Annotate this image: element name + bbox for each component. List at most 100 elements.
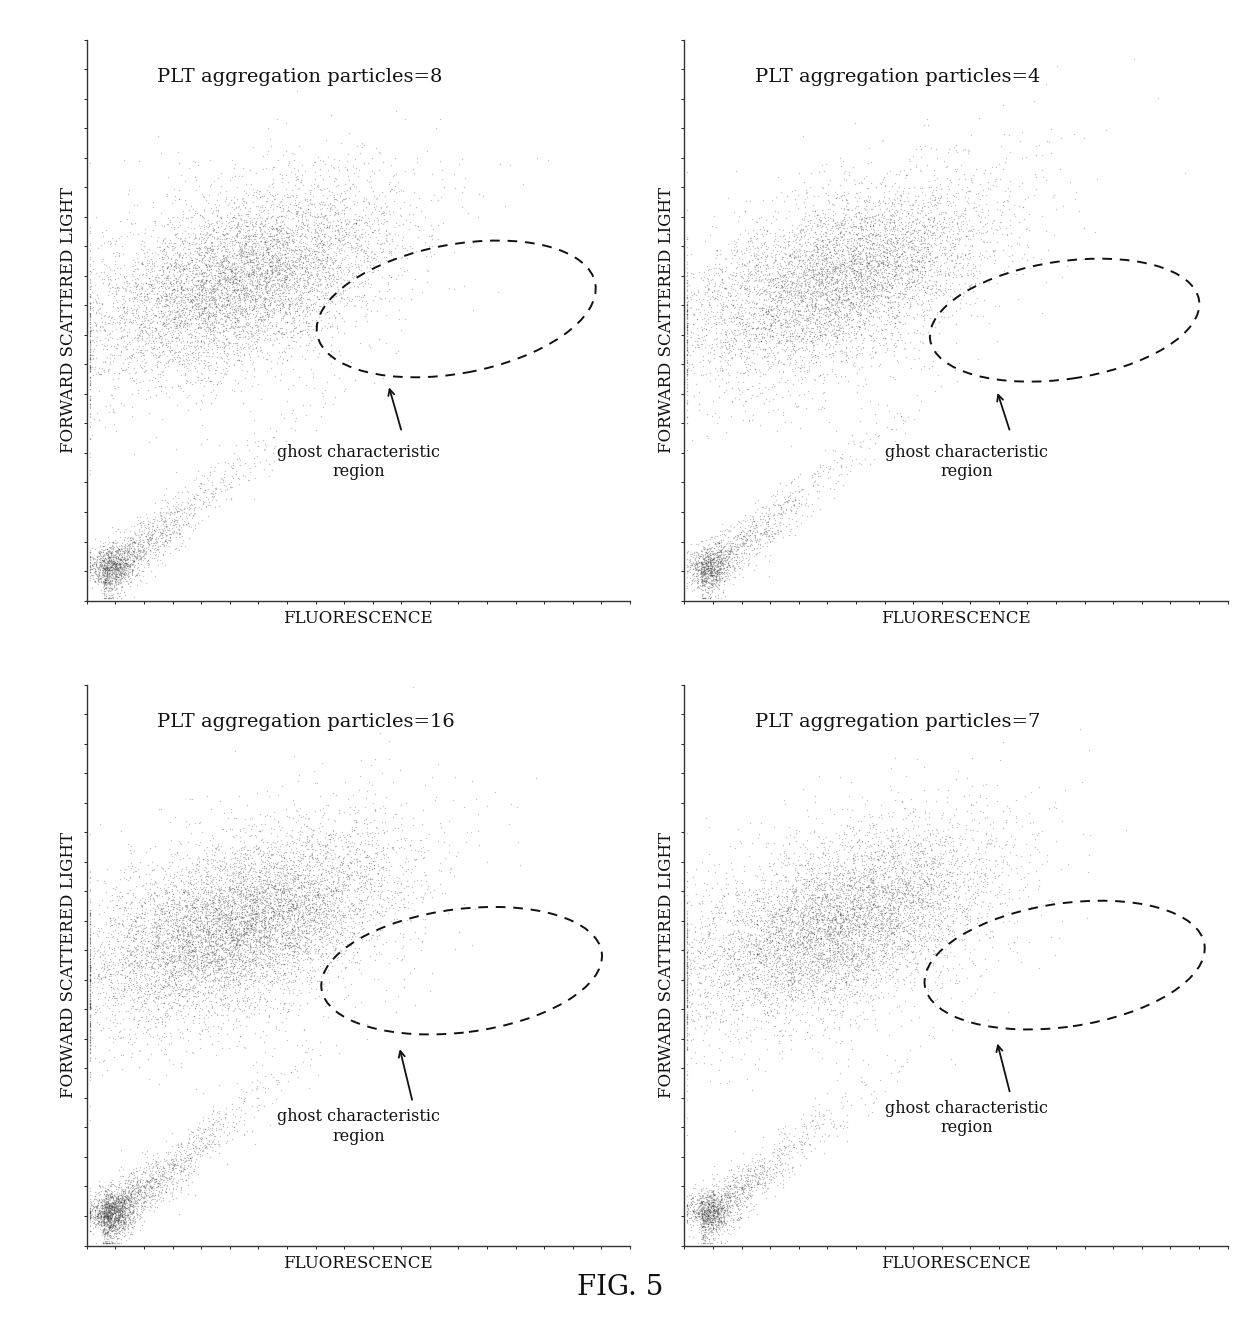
Point	[743, 1185, 763, 1206]
Point	[236, 265, 255, 286]
Point	[207, 250, 227, 272]
Point	[175, 284, 195, 305]
Point	[314, 216, 334, 237]
Point	[846, 958, 866, 979]
Point	[119, 953, 139, 974]
Point	[108, 1206, 128, 1227]
Point	[853, 939, 873, 961]
Point	[250, 853, 270, 875]
Point	[802, 896, 822, 917]
Point	[102, 1003, 122, 1024]
Point	[94, 873, 114, 894]
Point	[175, 963, 195, 984]
Point	[815, 266, 835, 288]
Point	[944, 913, 963, 934]
Point	[179, 1118, 198, 1140]
Point	[737, 523, 756, 545]
Point	[94, 1190, 114, 1211]
Point	[821, 949, 841, 970]
Point	[196, 901, 216, 922]
Point	[782, 876, 802, 897]
Point	[852, 225, 872, 246]
Point	[138, 555, 157, 576]
Point	[677, 299, 697, 321]
Point	[1073, 249, 1092, 270]
Point	[208, 318, 228, 339]
Point	[408, 148, 428, 170]
Point	[849, 878, 869, 900]
Point	[833, 942, 853, 963]
Point	[281, 162, 301, 183]
Point	[930, 848, 950, 869]
Point	[960, 853, 980, 875]
Point	[742, 311, 761, 333]
Point	[769, 1133, 789, 1154]
Point	[244, 878, 264, 900]
Point	[288, 909, 308, 930]
Point	[232, 924, 252, 945]
Point	[217, 961, 237, 982]
Point	[878, 288, 898, 309]
Point	[882, 204, 901, 225]
Point	[197, 836, 217, 857]
Point	[743, 521, 763, 542]
Point	[947, 248, 967, 269]
Point	[310, 865, 330, 886]
Point	[975, 246, 994, 268]
Point	[677, 962, 697, 983]
Point	[367, 841, 387, 863]
Point	[103, 1203, 123, 1224]
Point	[800, 933, 820, 954]
Point	[155, 957, 175, 978]
Point	[796, 333, 816, 354]
Point	[880, 914, 900, 935]
Point	[226, 154, 246, 175]
Point	[248, 232, 268, 253]
Point	[157, 953, 177, 974]
Point	[98, 1199, 118, 1220]
Point	[928, 833, 947, 855]
Point	[934, 212, 954, 233]
Point	[914, 223, 934, 244]
Point	[712, 553, 732, 574]
Point	[108, 1198, 128, 1219]
Point	[701, 306, 720, 327]
Point	[117, 893, 136, 914]
Point	[145, 1162, 165, 1183]
Point	[849, 957, 869, 978]
Point	[708, 1206, 728, 1227]
Point	[327, 318, 347, 339]
Point	[339, 900, 358, 921]
Point	[469, 229, 489, 250]
Point	[109, 558, 129, 579]
Point	[863, 965, 883, 986]
Point	[805, 293, 825, 314]
Point	[157, 920, 177, 941]
Point	[284, 223, 304, 244]
Point	[775, 998, 795, 1019]
Point	[241, 942, 260, 963]
Point	[904, 872, 924, 893]
Point	[215, 262, 234, 284]
Point	[279, 926, 299, 947]
Point	[143, 886, 162, 908]
Point	[94, 1200, 114, 1222]
Point	[227, 873, 247, 894]
Point	[91, 568, 110, 590]
Point	[181, 211, 201, 232]
Point	[87, 1196, 107, 1218]
Point	[131, 1200, 151, 1222]
Point	[780, 970, 800, 991]
Point	[928, 988, 947, 1010]
Point	[300, 947, 320, 969]
Point	[804, 967, 823, 988]
Point	[247, 314, 267, 335]
Point	[257, 235, 277, 256]
Point	[808, 955, 828, 977]
Point	[119, 922, 139, 943]
Point	[233, 227, 253, 248]
Point	[887, 242, 906, 264]
Point	[337, 223, 357, 244]
Point	[149, 289, 169, 310]
Point	[286, 203, 306, 224]
